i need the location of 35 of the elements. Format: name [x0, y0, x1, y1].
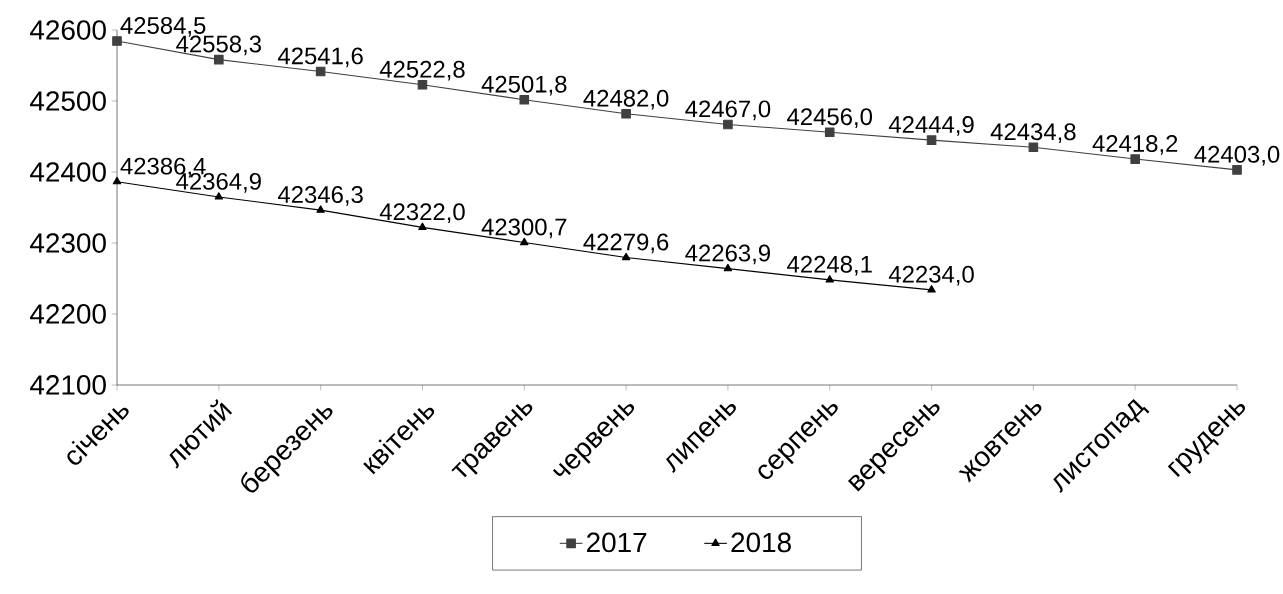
data-label: 42501,8: [481, 75, 567, 96]
y-tick-label: 42400: [30, 162, 106, 182]
data-label: 42558,3: [176, 35, 261, 56]
legend-label: 2018: [731, 532, 791, 553]
point: [1232, 165, 1242, 175]
point: [1028, 142, 1039, 153]
y-tick-label: 42300: [30, 233, 106, 253]
y-tick-label: 42500: [30, 91, 106, 111]
data-label: 42522,8: [379, 60, 465, 81]
data-label: 42467,0: [685, 100, 771, 121]
data-label: 42403,0: [1194, 145, 1280, 166]
data-label: 42279,6: [583, 233, 669, 254]
data-label: 42234,0: [888, 265, 974, 286]
data-label: 42434,8: [990, 123, 1076, 144]
point: [1130, 154, 1140, 164]
data-label: 42346,3: [277, 186, 363, 206]
data-label: 42444,9: [888, 116, 974, 136]
data-label: 42584,5: [120, 16, 206, 37]
data-label: 42322,0: [379, 203, 465, 224]
data-label: 42248,1: [787, 255, 872, 276]
point: [417, 80, 428, 90]
y-tick-label: 42200: [30, 304, 106, 324]
data-label: 42418,2: [1092, 135, 1178, 155]
data-label: 42263,9: [685, 244, 770, 265]
y-tick-label: 42100: [30, 375, 106, 395]
point: [112, 36, 122, 46]
point: [824, 127, 835, 138]
data-label: 42482,0: [583, 89, 669, 110]
point: [926, 135, 937, 145]
legend-label: 2017: [587, 532, 647, 553]
data-label: 42541,6: [277, 47, 363, 68]
data-label: 42456,0: [787, 108, 873, 128]
y-tick-label: 42600: [30, 20, 106, 40]
data-label: 42300,7: [481, 218, 567, 239]
point: [112, 176, 122, 185]
